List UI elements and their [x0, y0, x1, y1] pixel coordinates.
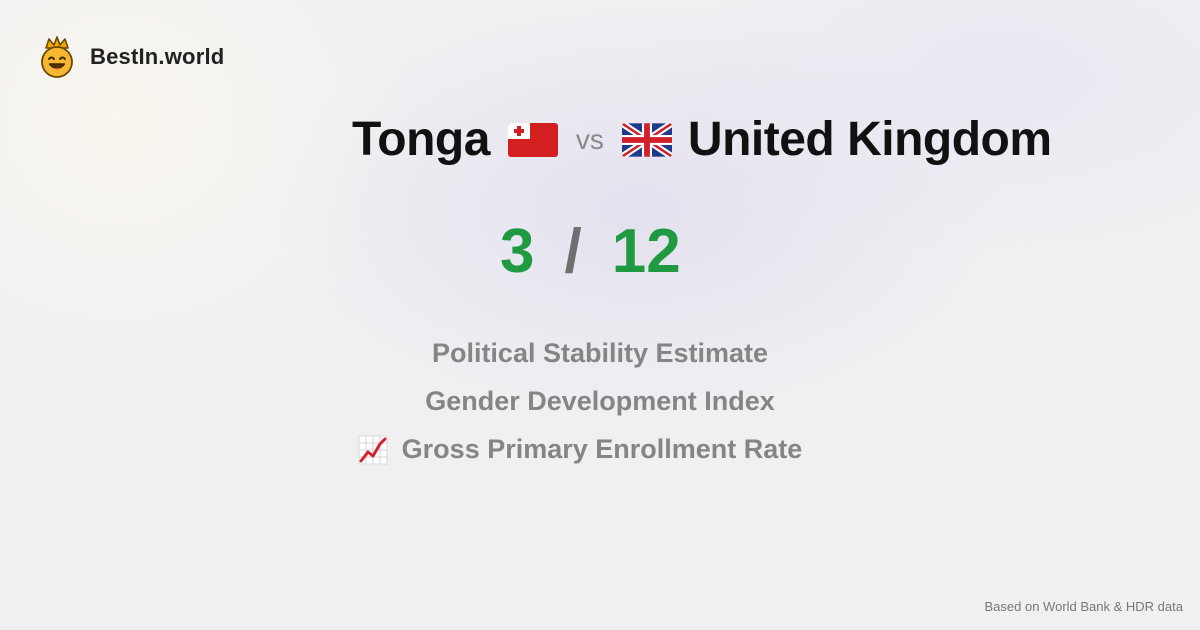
uk-flag-icon	[621, 122, 672, 157]
crowned-smiley-icon	[41, 36, 73, 78]
vs-label: vs	[575, 123, 604, 155]
metric-label: Gender Development Index	[425, 386, 775, 416]
brand[interactable]: BestIn.world	[38, 36, 224, 78]
metric-item: Gender Development Index	[0, 386, 1200, 417]
metric-item: Political Stability Estimate	[0, 338, 1200, 369]
score: 3 / 12	[500, 216, 681, 287]
tonga-flag-icon	[507, 122, 558, 157]
country-a-name: Tonga	[352, 113, 490, 166]
brand-name: BestIn.world	[90, 44, 225, 69]
metric-label: Gross Primary Enrollment Rate	[401, 434, 803, 464]
country-b-name: United Kingdom	[687, 113, 1052, 166]
comparison-title: Tonga vs United Kingdom	[352, 112, 1052, 167]
score-a: 3	[500, 217, 535, 286]
chart-increasing-icon	[358, 435, 388, 464]
score-b: 12	[611, 217, 681, 286]
metric-label: Political Stability Estimate	[431, 338, 769, 368]
score-separator: /	[564, 217, 582, 286]
metric-item: Gross Primary Enrollment Rate	[0, 434, 1200, 472]
data-source-note: Based on World Bank & HDR data	[984, 599, 1183, 614]
